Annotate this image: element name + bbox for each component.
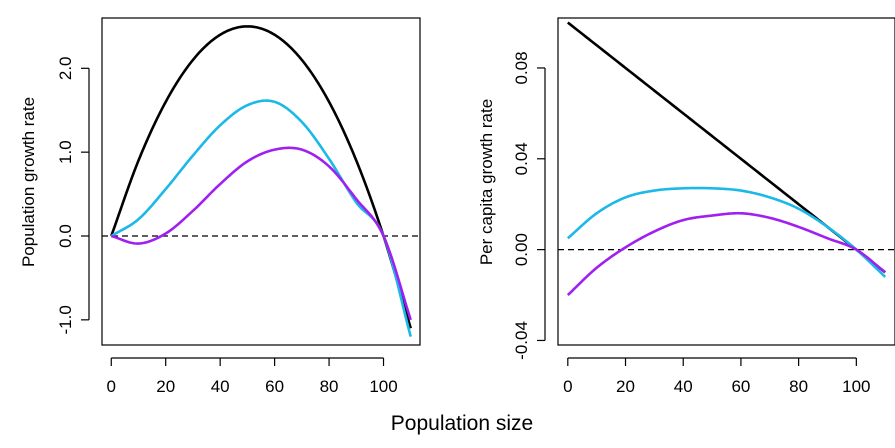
y-tick-label: 1.0 xyxy=(56,140,75,164)
x-tick-label: 100 xyxy=(842,377,870,396)
y-tick-label: -0.04 xyxy=(512,321,531,360)
plot-frame xyxy=(557,17,895,346)
series-line-1 xyxy=(110,99,412,337)
x-tick-label: 40 xyxy=(211,377,230,396)
series-line-1 xyxy=(566,186,887,278)
right-panel-per-capita-growth-rate: 0 20 40 60 80 100 -0.04 0.00 0.04 0.08 Per capita … xyxy=(477,17,895,396)
x-tick-label: 20 xyxy=(156,377,175,396)
x-tick-label: 40 xyxy=(674,377,693,396)
y-tick-label: 0.08 xyxy=(512,51,531,84)
y-tick-label: 0.04 xyxy=(512,142,531,175)
y-axis-title: Per capita growth rate xyxy=(477,99,496,265)
shared-x-axis-title: Population size xyxy=(391,412,533,435)
x-tick-label: 60 xyxy=(731,377,750,396)
y-tick-label: 2.0 xyxy=(56,56,75,80)
series-line-0 xyxy=(110,25,412,329)
x-tick-label: 100 xyxy=(369,377,397,396)
y-tick-label: 0.0 xyxy=(56,224,75,248)
y-tick-label: 0.00 xyxy=(512,233,531,266)
series-line-2 xyxy=(566,211,887,296)
x-tick-label: 0 xyxy=(563,377,572,396)
x-tick-label: 80 xyxy=(320,377,339,396)
plot-frame xyxy=(101,17,421,346)
x-tick-label: 80 xyxy=(789,377,808,396)
x-tick-label: 60 xyxy=(265,377,284,396)
x-tick-label: 20 xyxy=(616,377,635,396)
y-tick-label: -1.0 xyxy=(56,305,75,334)
y-axis-title: Population growth rate xyxy=(19,97,38,267)
left-panel-population-growth-rate: 0 20 40 60 80 100 -1.0 0.0 1.0 2.0 Population grow… xyxy=(19,17,421,396)
x-tick-label: 0 xyxy=(107,377,116,396)
series-line-2 xyxy=(110,146,412,321)
